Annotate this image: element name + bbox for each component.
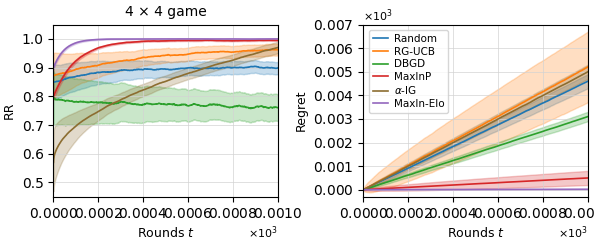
RG-UCB xyxy=(383,176,390,179)
$\alpha$-IG xyxy=(451,140,458,143)
$\alpha$-IG xyxy=(535,96,542,99)
$\alpha$-IG xyxy=(383,176,390,179)
Random xyxy=(451,144,458,147)
RG-UCB xyxy=(459,134,466,137)
MaxInP xyxy=(514,180,522,183)
DBGD xyxy=(459,156,466,159)
Line: $\alpha$-IG: $\alpha$-IG xyxy=(364,72,588,190)
$\alpha$-IG xyxy=(539,94,546,97)
$\alpha$-IG xyxy=(459,136,466,139)
Random xyxy=(539,102,546,105)
DBGD xyxy=(539,130,546,133)
$\alpha$-IG xyxy=(360,188,367,191)
MaxInP xyxy=(360,188,367,191)
MaxIn-Elo xyxy=(514,188,522,191)
MaxIn-Elo xyxy=(451,188,458,191)
MaxInP xyxy=(584,176,592,179)
Random xyxy=(360,188,367,191)
DBGD xyxy=(584,115,592,118)
DBGD xyxy=(383,181,390,184)
Random xyxy=(584,80,592,83)
MaxIn-Elo xyxy=(459,188,466,191)
Y-axis label: Regret: Regret xyxy=(294,90,307,131)
RG-UCB xyxy=(514,104,522,107)
MaxIn-Elo xyxy=(535,188,542,191)
$\alpha$-IG xyxy=(584,70,592,73)
Random xyxy=(459,141,466,144)
Title: 4 × 4 game: 4 × 4 game xyxy=(125,5,207,19)
Line: MaxIn-Elo: MaxIn-Elo xyxy=(364,189,588,190)
Line: DBGD: DBGD xyxy=(364,117,588,190)
MaxIn-Elo xyxy=(539,188,546,191)
Legend: Random, RG-UCB, DBGD, MaxInP, $\alpha$-IG, MaxIn-Elo: Random, RG-UCB, DBGD, MaxInP, $\alpha$-I… xyxy=(369,30,448,113)
Line: RG-UCB: RG-UCB xyxy=(364,67,588,189)
Random xyxy=(535,104,542,107)
MaxIn-Elo xyxy=(383,188,390,191)
RG-UCB xyxy=(584,65,592,68)
DBGD xyxy=(535,131,542,134)
X-axis label: Rounds $t$: Rounds $t$ xyxy=(137,226,195,240)
Random xyxy=(514,114,522,117)
RG-UCB xyxy=(535,92,542,95)
DBGD xyxy=(451,159,458,162)
MaxInP xyxy=(451,184,458,186)
RG-UCB xyxy=(539,91,546,93)
MaxIn-Elo xyxy=(584,188,592,191)
$\alpha$-IG xyxy=(514,107,522,110)
DBGD xyxy=(514,138,522,141)
MaxIn-Elo xyxy=(360,188,367,191)
DBGD xyxy=(360,188,367,191)
MaxInP xyxy=(535,179,542,182)
Line: MaxInP: MaxInP xyxy=(364,178,588,190)
X-axis label: Rounds $t$: Rounds $t$ xyxy=(447,226,505,240)
Line: Random: Random xyxy=(364,81,588,190)
MaxInP xyxy=(459,183,466,186)
Y-axis label: RR: RR xyxy=(3,102,16,120)
RG-UCB xyxy=(360,188,367,191)
MaxInP xyxy=(539,179,546,182)
RG-UCB xyxy=(451,138,458,141)
Random xyxy=(383,177,390,180)
MaxInP xyxy=(383,187,390,190)
